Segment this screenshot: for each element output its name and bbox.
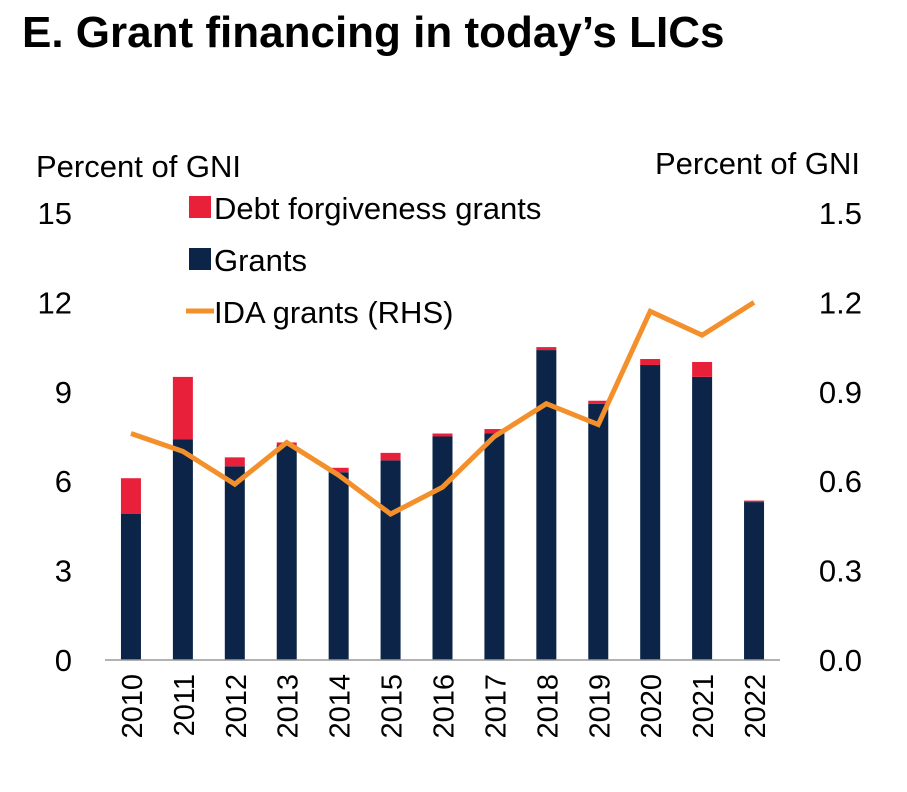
bar-grants bbox=[484, 433, 505, 660]
x-tick: 2015 bbox=[377, 674, 409, 739]
x-tick: 2022 bbox=[740, 674, 772, 739]
y-tick-left: 0 bbox=[55, 643, 72, 678]
bar-debt-forgiveness bbox=[484, 429, 505, 434]
legend-swatch bbox=[189, 248, 211, 270]
bar-grants bbox=[328, 472, 349, 660]
bar-grants bbox=[744, 502, 765, 660]
bar-grants bbox=[276, 445, 297, 660]
legend-swatch bbox=[189, 196, 211, 218]
y-tick-left: 3 bbox=[55, 554, 72, 589]
bar-debt-forgiveness bbox=[692, 362, 713, 377]
bar-grants bbox=[640, 364, 661, 660]
x-tick: 2010 bbox=[117, 674, 149, 739]
x-axis: 2010 2011 2012 2013 2014 2015 2016 2017 2018 2019… bbox=[117, 674, 772, 739]
x-tick: 2019 bbox=[584, 674, 616, 739]
x-tick: 2017 bbox=[480, 674, 512, 739]
y-axis-left: 0 3 6 9 12 15 bbox=[38, 196, 72, 678]
bar-grants bbox=[380, 460, 401, 660]
bar-debt-forgiveness bbox=[172, 376, 193, 440]
y-tick-right: 0.0 bbox=[819, 643, 862, 678]
bar-grants bbox=[172, 439, 193, 660]
legend-label: IDA grants (RHS) bbox=[214, 295, 453, 330]
y-tick-left: 9 bbox=[55, 375, 72, 410]
bar-debt-forgiveness bbox=[380, 452, 401, 461]
x-tick: 2021 bbox=[688, 674, 720, 739]
bar-debt-forgiveness bbox=[536, 347, 557, 351]
x-tick: 2014 bbox=[325, 674, 357, 739]
y-axis-title-left: Percent of GNI bbox=[36, 149, 241, 184]
bars bbox=[120, 347, 765, 660]
bar-debt-forgiveness bbox=[432, 433, 453, 437]
x-tick: 2020 bbox=[636, 674, 668, 739]
bar-debt-forgiveness bbox=[640, 359, 661, 365]
bar-debt-forgiveness bbox=[328, 467, 349, 473]
y-tick-right: 0.9 bbox=[819, 375, 862, 410]
y-tick-right: 1.5 bbox=[819, 196, 862, 231]
y-tick-left: 12 bbox=[38, 285, 72, 320]
y-tick-left: 15 bbox=[38, 196, 72, 231]
bar-grants bbox=[432, 436, 453, 660]
x-tick: 2018 bbox=[532, 674, 564, 739]
bar-grants bbox=[692, 376, 713, 660]
ida-grants-line bbox=[130, 300, 756, 517]
y-tick-right: 0.6 bbox=[819, 464, 862, 499]
chart-title: E. Grant financing in today’s LICs bbox=[22, 8, 725, 57]
legend-label: Debt forgiveness grants bbox=[214, 191, 541, 226]
legend: Debt forgiveness grants Grants IDA grants … bbox=[186, 191, 541, 330]
y-axis-right: 0.0 0.3 0.6 0.9 1.2 1.5 bbox=[819, 196, 862, 678]
bar-debt-forgiveness bbox=[744, 500, 765, 503]
y-tick-right: 0.3 bbox=[819, 554, 862, 589]
bar-grants bbox=[588, 403, 609, 660]
bar-grants bbox=[120, 513, 141, 660]
bar-debt-forgiveness bbox=[588, 400, 609, 404]
x-tick: 2016 bbox=[429, 674, 461, 739]
bar-debt-forgiveness bbox=[120, 478, 141, 514]
y-tick-left: 6 bbox=[55, 464, 72, 499]
x-tick: 2013 bbox=[273, 674, 305, 739]
bar-grants bbox=[536, 350, 557, 660]
x-tick: 2011 bbox=[169, 674, 201, 736]
ida-line-series bbox=[130, 300, 756, 517]
legend-label: Grants bbox=[214, 243, 307, 278]
bar-debt-forgiveness bbox=[224, 457, 245, 467]
y-axis-title-right: Percent of GNI bbox=[655, 146, 860, 181]
x-tick: 2012 bbox=[221, 674, 253, 739]
y-tick-right: 1.2 bbox=[819, 285, 862, 320]
bar-grants bbox=[224, 466, 245, 660]
